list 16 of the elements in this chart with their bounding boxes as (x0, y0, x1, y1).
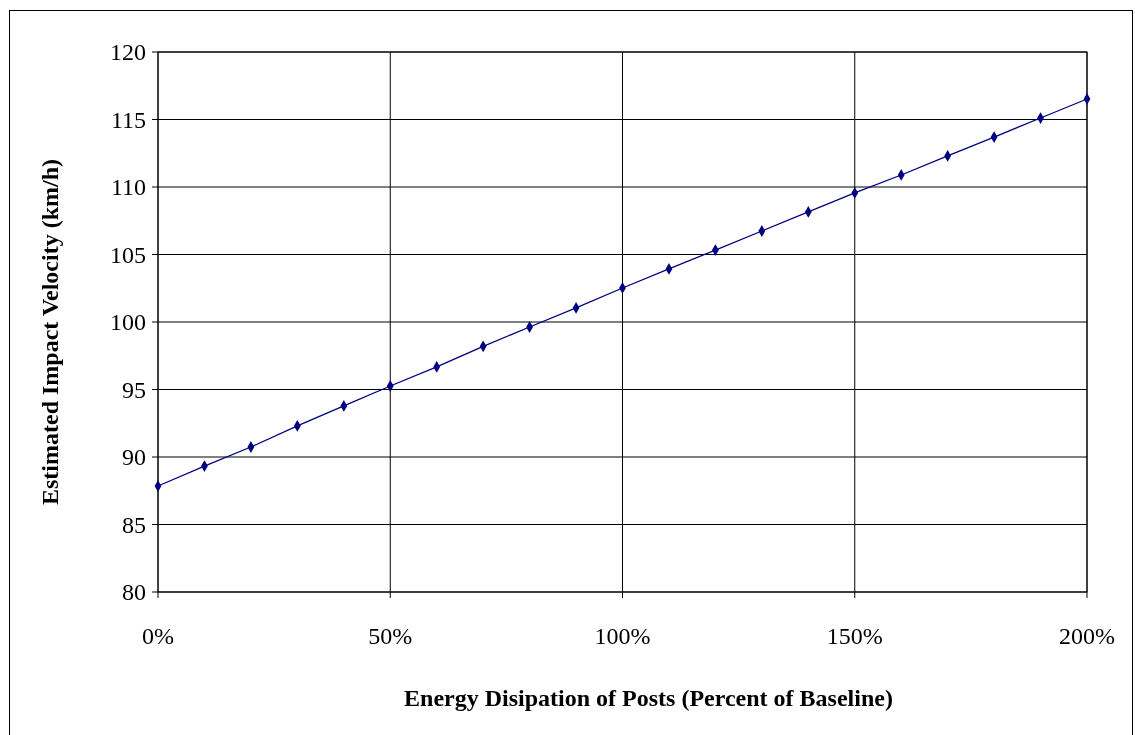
y-tick-label: 100 (110, 309, 146, 336)
y-tick-label: 85 (122, 511, 146, 538)
x-tick-label: 100% (594, 623, 651, 649)
y-tick-label: 80 (122, 579, 146, 606)
x-tick-label: 50% (368, 623, 413, 649)
y-axis-title: Estimated Impact Velocity (km/h) (37, 159, 63, 505)
x-tick-label: 0% (142, 623, 174, 649)
y-tick-label: 115 (110, 106, 146, 133)
y-tick-label: 120 (110, 39, 146, 66)
y-tick-label: 110 (110, 174, 146, 201)
x-axis-title: Energy Disipation of Posts (Percent of Baseline) (404, 685, 893, 711)
y-tick-label: 90 (122, 444, 146, 471)
x-tick-label: 200% (1059, 623, 1115, 649)
y-tick-label: 105 (110, 241, 146, 268)
y-tick-label: 95 (122, 376, 146, 403)
x-tick-label: 150% (826, 623, 883, 649)
